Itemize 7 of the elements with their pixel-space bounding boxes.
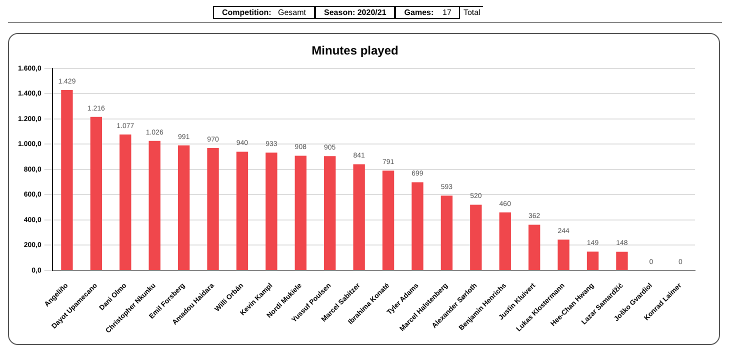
- chart-title: Minutes played: [312, 44, 398, 58]
- text: Season: 2020/21: [315, 6, 396, 19]
- text: 17: [442, 8, 452, 17]
- text: Competition:: [222, 8, 272, 17]
- text: Total: [460, 6, 484, 19]
- text: Gesamt: [278, 8, 306, 17]
- text: Games:: [404, 8, 434, 17]
